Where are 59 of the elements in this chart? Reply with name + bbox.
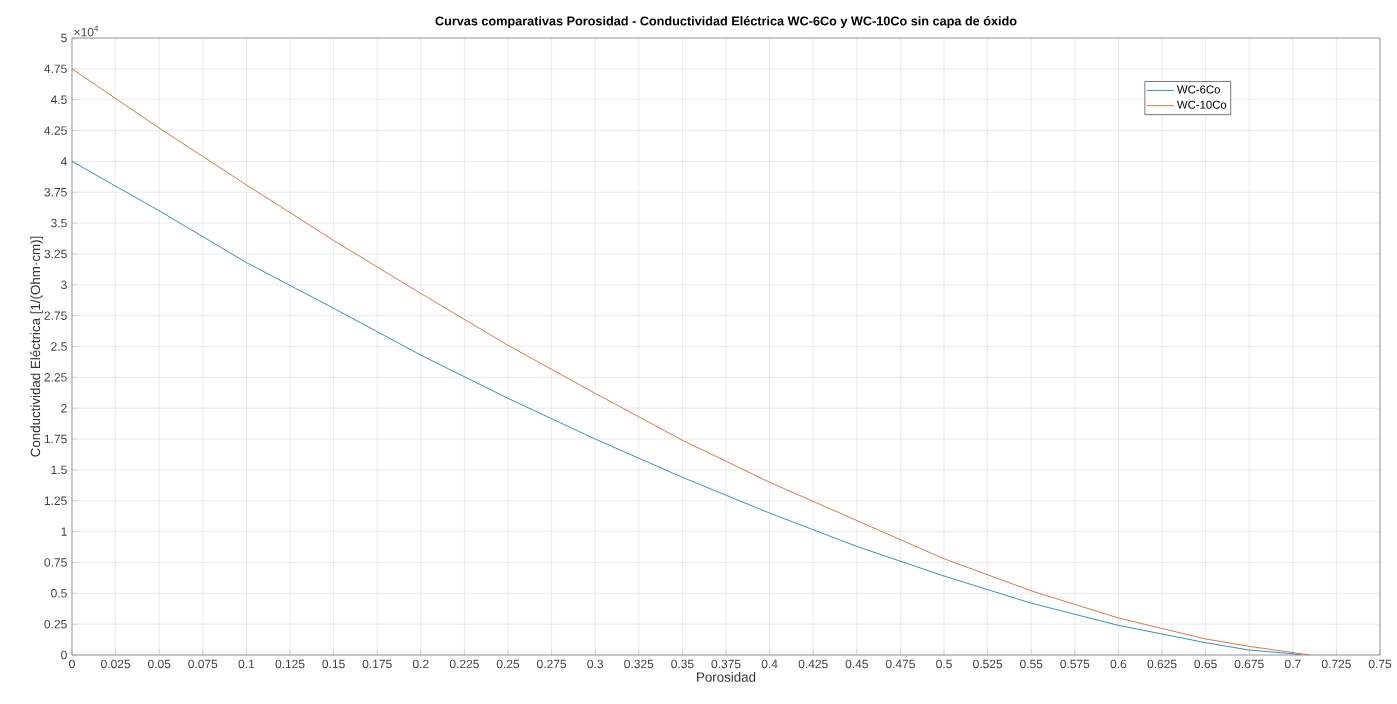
y-tick-label: 4.5: [50, 95, 67, 104]
x-tick-label: 0.05: [147, 659, 171, 669]
y-tick-label: 1.5: [51, 465, 67, 475]
x-tick-label: 0.65: [1194, 659, 1217, 669]
x-tick-label: 0.75: [1368, 659, 1392, 669]
y-tick-label: 5: [61, 33, 67, 43]
y-tick-label: 4.75: [44, 64, 67, 74]
y-tick-label: 1.25: [44, 496, 67, 506]
x-tick-label: 0.55: [1019, 659, 1043, 669]
x-tick-label: 0.175: [362, 659, 392, 669]
legend-label: WC-6Co: [1177, 85, 1220, 94]
y-tick-label: 0.5: [51, 589, 67, 598]
x-tick-label: 0.725: [1321, 659, 1351, 669]
x-tick-label: 0: [69, 659, 75, 669]
x-tick-label: 0.625: [1147, 659, 1177, 669]
x-tick-label: 0.35: [671, 659, 694, 669]
x-tick-label: 0.525: [973, 659, 1003, 669]
y-tick-label: 4: [60, 157, 67, 166]
x-tick-label: 0.4: [761, 659, 778, 669]
legend-label: WC-10Co: [1177, 100, 1227, 109]
x-tick-label: 0.7: [1284, 659, 1301, 669]
x-tick-label: 0.1: [238, 659, 255, 669]
x-tick-label: 0.475: [885, 659, 915, 669]
y-tick-label: 4.25: [44, 126, 67, 135]
x-tick-label: 0.45: [845, 659, 868, 669]
x-tick-label: 0.375: [711, 659, 741, 669]
x-tick-label: 0.6: [1110, 659, 1127, 669]
y-tick-label: 2.25: [44, 373, 67, 382]
y-tick-label: 0.25: [44, 619, 67, 629]
text: ×10$^{4}$: [74, 25, 99, 37]
x-tick-label: 0.2: [412, 659, 429, 669]
x-tick-label: 0.25: [496, 659, 520, 669]
y-tick-label: 0: [61, 650, 67, 660]
x-tick-label: 0.275: [537, 659, 567, 669]
y-tick-label: 0.75: [44, 558, 67, 567]
x-tick-label: 0.425: [798, 659, 828, 669]
y-axis-title: Conductividad Eléctrica [1/(Ohm·cm)]: [30, 236, 43, 457]
y-tick-label: 2: [61, 404, 67, 413]
x-tick-label: 0.15: [322, 659, 345, 669]
y-tick-label: 2.5: [51, 342, 67, 351]
y-tick-label: 3.75: [44, 188, 67, 197]
x-tick-label: 0.675: [1234, 659, 1264, 669]
y-tick-label: 3: [61, 280, 67, 290]
x-tick-label: 0.225: [449, 659, 479, 669]
x-tick-label: 0.575: [1060, 659, 1090, 669]
x-tick-label: 0.325: [624, 659, 654, 669]
y-tick-label: 1: [61, 527, 67, 536]
y-tick-label: 2.75: [44, 311, 67, 320]
line-series: [72, 161, 1302, 655]
x-axis-title: Porosidad: [697, 672, 756, 682]
y-tick-label: 1.75: [44, 434, 67, 444]
chart-title: Curvas comparativas Porosidad - Conductividad Eléctrica WC-6Co y WC-10Co sin capa de óxido: [435, 16, 1017, 28]
y-tick-label: 3.5: [51, 218, 67, 228]
y-tick-label: 3.25: [44, 249, 67, 259]
x-tick-label: 0.5: [936, 659, 952, 669]
x-tick-label: 0.025: [101, 659, 131, 669]
x-tick-label: 0.125: [275, 659, 305, 669]
x-tick-label: 0.075: [188, 659, 218, 669]
x-tick-label: 0.3: [587, 659, 604, 669]
